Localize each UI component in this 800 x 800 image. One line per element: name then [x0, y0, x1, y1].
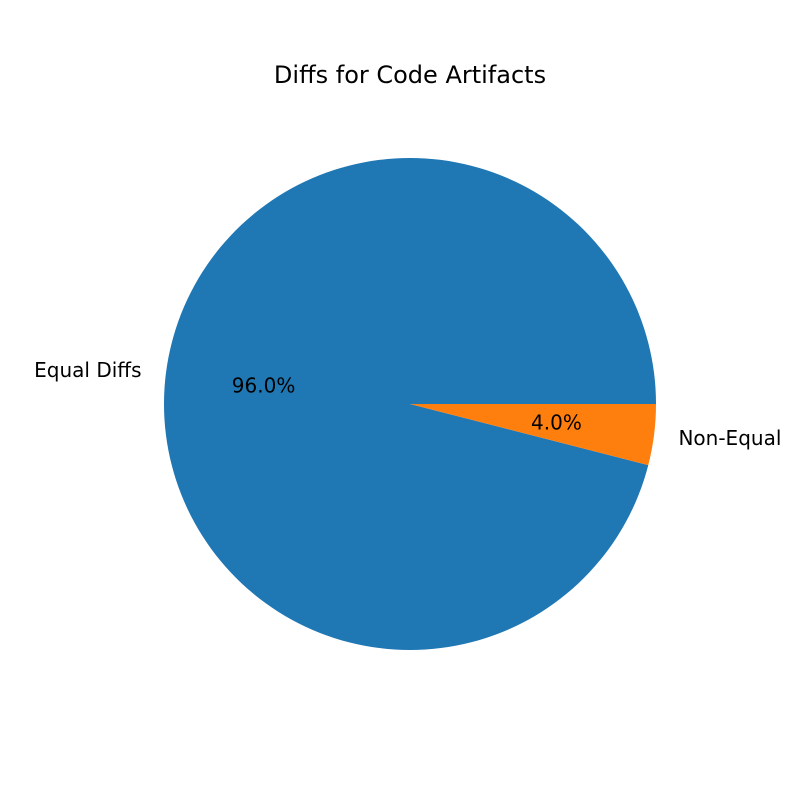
slice-percent-label-0: 96.0%	[232, 374, 296, 398]
pie-slices	[163, 157, 656, 650]
pie-slice-equal-diffs	[163, 157, 656, 650]
chart-title: Diffs for Code Artifacts	[274, 61, 546, 89]
slice-label-0: Equal Diffs	[34, 358, 141, 382]
pie-slice-non-equal	[410, 404, 656, 466]
slice-percent-label-1: 4.0%	[531, 411, 582, 435]
pie-labels: Equal Diffs 96.0% Non-Equal 4.0%	[34, 358, 781, 450]
slice-label-1: Non-Equal	[678, 426, 781, 450]
